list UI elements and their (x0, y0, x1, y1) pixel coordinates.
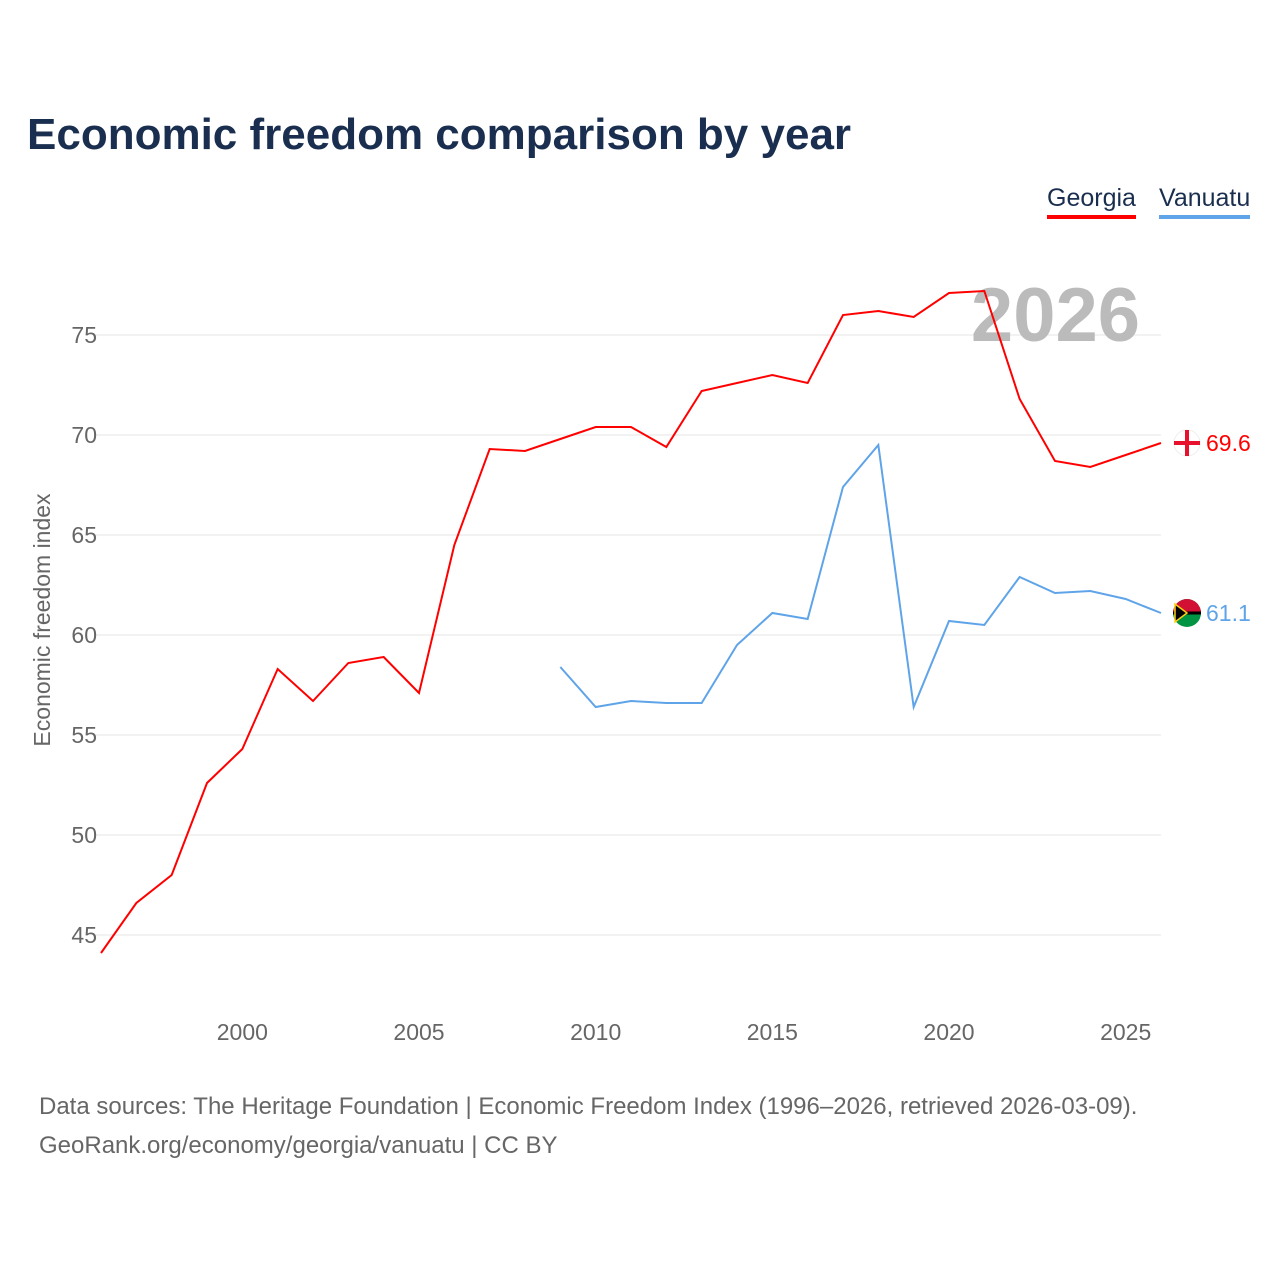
footer: Data sources: The Heritage Foundation | … (39, 1087, 1137, 1165)
x-tick-label: 2000 (217, 1019, 268, 1045)
year-watermark: 2026 (971, 273, 1140, 358)
y-tick-label: 55 (71, 722, 97, 748)
flag-icon-vanuatu (1173, 599, 1201, 627)
end-value-label: 61.1 (1206, 600, 1251, 626)
legend-item-vanuatu[interactable]: Vanuatu (1159, 184, 1251, 219)
x-tick-label: 2010 (570, 1019, 621, 1045)
x-tick-label: 2015 (747, 1019, 798, 1045)
series-line-georgia (100, 289, 1162, 954)
y-tick-label: 65 (71, 522, 97, 548)
end-value-label: 69.6 (1206, 430, 1251, 456)
y-axis-label: Economic freedom index (29, 493, 55, 747)
y-tick-label: 50 (71, 822, 97, 848)
source-text: Data sources: The Heritage Foundation | … (39, 1093, 1138, 1120)
series-line-vanuatu (559, 442, 1162, 711)
attribution-text: GeoRank.org/economy/georgia/vanuatu | CC… (39, 1132, 558, 1159)
x-tick-label: 2020 (923, 1019, 974, 1045)
y-tick-label: 60 (71, 622, 97, 648)
flag-icon-georgia (1173, 429, 1201, 457)
x-tick-label: 2025 (1100, 1019, 1151, 1045)
chart-title: Economic freedom comparison by year (27, 110, 852, 159)
y-tick-label: 75 (71, 322, 97, 348)
y-tick-label: 45 (71, 922, 97, 948)
x-tick-label: 2005 (393, 1019, 444, 1045)
y-tick-label: 70 (71, 422, 97, 448)
legend-item-georgia[interactable]: Georgia (1047, 184, 1136, 219)
